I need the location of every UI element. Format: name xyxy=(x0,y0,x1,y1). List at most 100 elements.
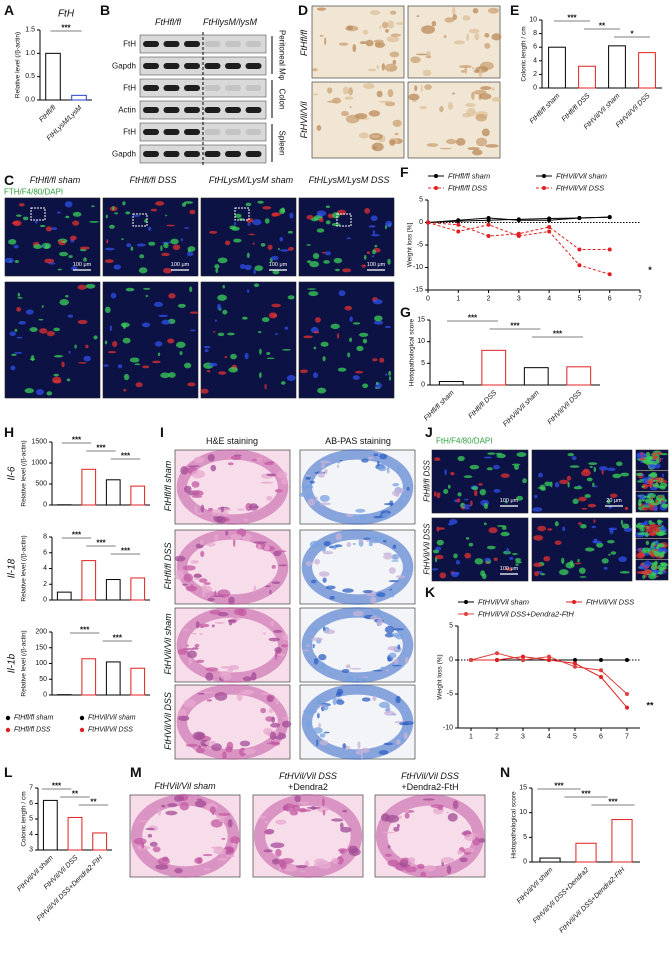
micrograph-detail xyxy=(213,847,227,855)
micrograph-detail xyxy=(516,495,524,501)
micrograph-detail xyxy=(214,691,228,701)
micrograph-detail xyxy=(349,337,353,343)
legend-marker xyxy=(464,612,468,616)
micrograph-detail xyxy=(373,320,384,325)
micrograph-detail xyxy=(324,468,328,475)
blot-band xyxy=(245,107,262,113)
micrograph-detail xyxy=(189,329,196,332)
micrograph-detail xyxy=(447,484,451,489)
micrograph-detail xyxy=(279,249,290,252)
micrograph-detail xyxy=(195,659,205,664)
micrograph-detail xyxy=(352,44,357,53)
micrograph-detail xyxy=(271,564,276,569)
tissue-section xyxy=(253,794,363,878)
micrograph-detail xyxy=(126,243,132,248)
micrograph-detail xyxy=(233,221,237,226)
micrograph-detail xyxy=(462,504,472,507)
micrograph-detail xyxy=(379,25,382,29)
micrograph-detail xyxy=(24,388,34,394)
micrograph-detail xyxy=(349,667,362,670)
micrograph-detail xyxy=(392,119,402,127)
significance: *** xyxy=(96,539,106,548)
micrograph-detail xyxy=(214,533,219,542)
micrograph-detail xyxy=(342,86,349,95)
micrograph-detail xyxy=(143,287,151,290)
micrograph-detail xyxy=(195,747,205,754)
micrograph-detail xyxy=(273,629,283,633)
micrograph-detail xyxy=(217,294,227,301)
micrograph-detail xyxy=(312,643,315,649)
micrograph-detail xyxy=(331,818,344,822)
data-point xyxy=(577,247,582,252)
data-point xyxy=(495,658,499,662)
legend-label: FtHfl/fl DSS xyxy=(14,727,51,734)
micrograph-detail xyxy=(106,239,109,244)
micrograph-detail xyxy=(257,330,262,334)
micrograph-detail xyxy=(643,495,651,498)
micrograph-detail xyxy=(39,328,48,334)
micrograph-detail xyxy=(190,560,199,564)
micrograph-detail xyxy=(661,526,666,531)
micrograph-detail xyxy=(138,267,148,274)
micrograph-detail xyxy=(432,549,440,554)
series-line xyxy=(427,222,610,275)
micrograph-detail xyxy=(385,220,393,228)
micrograph-detail xyxy=(361,697,371,702)
micrograph-detail xyxy=(329,595,335,600)
micrograph-detail xyxy=(190,584,194,588)
micrograph-detail xyxy=(182,628,190,631)
micrograph-detail xyxy=(56,211,61,214)
micrograph-detail xyxy=(648,461,658,466)
micrograph-detail xyxy=(659,457,662,463)
micrograph-detail xyxy=(113,264,122,270)
micrograph-detail xyxy=(577,522,582,525)
micrograph-detail xyxy=(478,482,483,486)
micrograph-detail xyxy=(375,381,379,385)
blot-band xyxy=(184,85,200,91)
micrograph-detail xyxy=(83,355,91,362)
micrograph-detail xyxy=(227,819,233,828)
micrograph-detail xyxy=(42,244,46,248)
micrograph-detail xyxy=(246,289,250,293)
group-label: Peritoneal Mφ xyxy=(278,30,287,80)
micrograph-detail xyxy=(325,220,331,225)
micrograph-detail xyxy=(185,585,198,592)
micrograph-detail xyxy=(636,525,645,528)
micrograph-detail xyxy=(645,526,651,529)
micrograph-detail xyxy=(266,495,273,501)
micrograph-detail xyxy=(660,457,664,460)
significance: ** xyxy=(90,798,97,807)
micrograph-detail xyxy=(318,217,324,223)
micrograph-detail xyxy=(65,215,70,219)
micrograph-detail xyxy=(205,667,219,672)
micrograph-detail xyxy=(197,692,205,695)
micrograph-detail xyxy=(286,374,296,381)
micrograph-detail xyxy=(358,332,369,337)
micrograph-detail xyxy=(299,870,305,873)
micrograph-detail xyxy=(225,854,235,858)
micrograph-detail xyxy=(333,257,343,264)
micrograph-detail xyxy=(404,569,413,572)
micrograph-detail xyxy=(93,335,98,340)
micrograph-detail xyxy=(136,243,146,247)
micrograph-detail xyxy=(342,268,352,273)
micrograph-detail xyxy=(206,699,213,702)
micrograph-detail xyxy=(289,810,299,816)
micrograph-detail xyxy=(163,242,169,249)
micrograph-detail xyxy=(370,215,378,221)
micrograph-detail xyxy=(244,352,249,360)
micrograph-detail xyxy=(77,284,87,290)
y-tick-label: 2 xyxy=(43,581,47,588)
bar xyxy=(575,842,597,863)
blot-band xyxy=(163,107,180,113)
blot-band xyxy=(225,41,241,47)
micrograph-detail xyxy=(464,847,475,853)
row-label: Gapdh xyxy=(112,62,136,71)
micrograph-detail xyxy=(349,316,353,323)
data-point xyxy=(456,218,461,223)
micrograph-detail xyxy=(404,812,410,819)
micrograph-detail xyxy=(648,520,653,524)
y-axis-label: Relative level (/β-actin) xyxy=(21,535,28,601)
micrograph-detail xyxy=(79,246,90,250)
micrograph-detail xyxy=(123,373,130,381)
